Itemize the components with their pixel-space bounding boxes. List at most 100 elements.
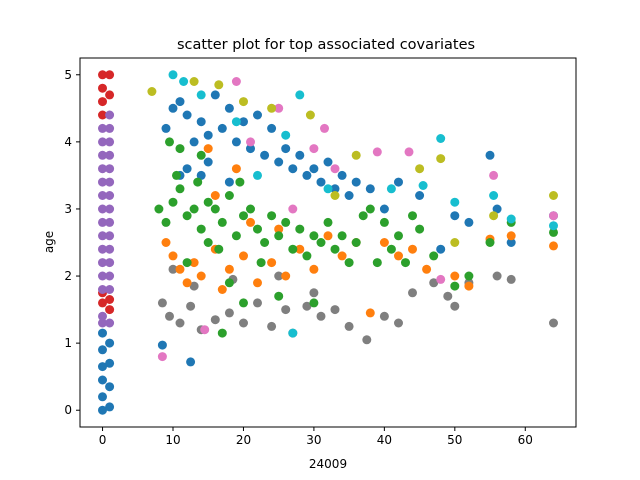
- data-point: [274, 157, 284, 167]
- data-point: [105, 70, 115, 80]
- data-point: [105, 231, 115, 241]
- data-point: [309, 264, 319, 274]
- data-point: [98, 70, 107, 80]
- data-point: [436, 274, 446, 284]
- data-point: [344, 191, 354, 200]
- data-point: [224, 308, 234, 318]
- data-point: [105, 305, 115, 315]
- data-point: [372, 258, 382, 268]
- data-point: [295, 150, 305, 160]
- data-point: [231, 77, 241, 86]
- data-point: [246, 144, 255, 154]
- data-point: [549, 221, 558, 231]
- data-point: [105, 244, 115, 254]
- data-point: [168, 197, 178, 207]
- data-point: [464, 281, 474, 291]
- data-point: [404, 147, 414, 157]
- data-point: [309, 144, 319, 154]
- data-point: [161, 123, 171, 133]
- data-point: [105, 137, 115, 147]
- data-point: [98, 231, 107, 241]
- x-tick-label: 40: [377, 433, 392, 447]
- data-point: [175, 97, 185, 107]
- data-point: [182, 278, 192, 288]
- data-point: [309, 231, 319, 241]
- data-point: [320, 123, 329, 133]
- data-point: [436, 134, 446, 143]
- data-point: [239, 251, 248, 261]
- data-point: [330, 184, 340, 194]
- x-axis-label: 24009: [309, 457, 347, 471]
- data-point: [235, 177, 245, 187]
- data-point: [98, 318, 107, 328]
- data-point: [157, 352, 167, 362]
- data-point: [492, 204, 502, 214]
- data-point: [165, 311, 174, 321]
- data-point: [506, 238, 516, 247]
- data-point: [105, 295, 115, 304]
- data-point: [186, 357, 196, 367]
- x-tick-label: 30: [306, 433, 321, 447]
- data-point: [379, 204, 389, 214]
- data-point: [161, 217, 171, 227]
- y-tick-label: 5: [64, 68, 72, 82]
- data-point: [337, 251, 347, 261]
- data-point: [203, 197, 213, 207]
- data-point: [408, 244, 417, 254]
- data-point: [175, 318, 185, 328]
- data-point: [98, 204, 107, 214]
- data-point: [200, 325, 210, 335]
- data-point: [165, 137, 174, 147]
- data-point: [105, 285, 115, 294]
- data-point: [217, 285, 227, 294]
- data-point: [105, 318, 115, 328]
- data-point: [281, 305, 291, 315]
- data-point: [365, 184, 375, 194]
- data-point: [267, 258, 277, 268]
- data-point: [450, 281, 460, 291]
- data-point: [253, 110, 262, 120]
- data-point: [330, 164, 340, 174]
- data-point: [302, 251, 312, 261]
- data-point: [168, 251, 178, 261]
- data-point: [274, 271, 284, 281]
- data-point: [418, 181, 428, 190]
- data-point: [489, 211, 499, 221]
- data-point: [210, 191, 220, 200]
- data-point: [105, 271, 115, 281]
- data-point: [274, 291, 284, 301]
- data-point: [98, 191, 107, 200]
- x-tick-label: 60: [518, 433, 533, 447]
- data-point: [281, 130, 291, 140]
- data-point: [224, 264, 234, 274]
- data-point: [288, 244, 298, 254]
- data-point: [309, 288, 319, 298]
- x-tick-label: 50: [447, 433, 462, 447]
- data-point: [415, 224, 425, 234]
- data-point: [288, 204, 298, 214]
- data-point: [189, 77, 199, 86]
- data-point: [489, 170, 499, 180]
- data-point: [415, 164, 425, 174]
- data-point: [323, 157, 333, 167]
- data-point: [196, 117, 206, 127]
- data-point: [217, 217, 227, 227]
- data-point: [147, 87, 157, 96]
- data-point: [549, 227, 558, 237]
- data-point: [98, 150, 107, 160]
- data-point: [98, 110, 107, 120]
- data-point: [386, 184, 396, 194]
- data-point: [182, 258, 192, 268]
- data-point: [323, 184, 333, 194]
- data-point: [429, 278, 439, 288]
- data-point: [408, 288, 417, 298]
- y-tick-label: 0: [64, 403, 72, 417]
- data-point: [274, 231, 284, 241]
- data-point: [98, 137, 107, 147]
- data-point: [210, 204, 220, 214]
- y-axis-label: age: [42, 231, 56, 253]
- data-point: [351, 177, 361, 187]
- data-point: [98, 244, 107, 254]
- data-point: [105, 358, 115, 368]
- data-point: [105, 258, 115, 268]
